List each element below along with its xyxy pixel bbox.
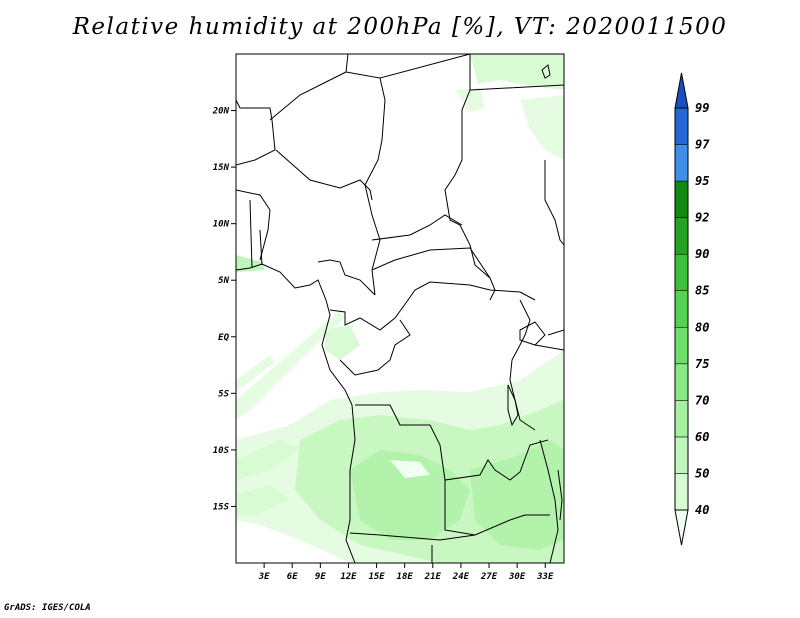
- colorbar-segment: [674, 363, 689, 401]
- colorbar-segment: [674, 144, 689, 182]
- colorbar-label: 97: [695, 138, 710, 152]
- humidity-patch-small: [456, 88, 485, 112]
- humidity-patch-atlantic-2: [236, 485, 290, 515]
- lat-tick-label: 20N: [212, 107, 230, 117]
- colorbar-segment: [674, 253, 689, 291]
- border-malawi: [539, 439, 559, 563]
- colorbar-segment: [674, 327, 689, 365]
- colorbar-segment: [674, 290, 689, 328]
- colorbar: 40 50 60 70 75 80 85 90 92 95 97 99: [674, 72, 710, 546]
- border-nw: [236, 99, 276, 166]
- lon-tick-label: 9E: [315, 572, 326, 582]
- colorbar-segment: [674, 436, 689, 474]
- colorbar-triangle-high: [674, 72, 689, 109]
- lat-axis: 20N 15N 10N 5N EQ 5S 10S 15S: [212, 107, 236, 512]
- colorbar-label: 40: [695, 503, 709, 517]
- colorbar-label: 90: [695, 247, 709, 261]
- humidity-area-angola: [350, 450, 470, 540]
- border-drc-north: [329, 281, 536, 331]
- lon-tick-label: 18E: [397, 572, 414, 582]
- lon-tick-label: 3E: [258, 572, 270, 582]
- border-niger-nigeria: [275, 149, 373, 201]
- humidity-hole-1: [390, 460, 430, 478]
- colorbar-segment: [674, 180, 689, 218]
- chart-title: Relative humidity at 200hPa [%], VT: 202…: [72, 14, 728, 40]
- humidity-patch-congo: [325, 325, 360, 360]
- coastline-west: [236, 263, 356, 563]
- lat-tick-label: 10S: [213, 446, 230, 456]
- border-namibia: [349, 532, 476, 541]
- border-chad-sudan: [444, 54, 491, 279]
- colorbar-segment: [674, 217, 689, 255]
- border-ghana: [249, 199, 253, 269]
- lon-tick-label: 12E: [340, 572, 357, 582]
- colorbar-segment: [674, 400, 689, 438]
- border-egypt: [469, 84, 564, 91]
- colorbar-label: 99: [695, 101, 709, 115]
- lat-tick-label: 15N: [213, 163, 230, 173]
- colorbar-label: 60: [695, 430, 709, 444]
- colorbar-label: 50: [695, 466, 709, 480]
- lon-tick-label: 6E: [287, 572, 298, 582]
- humidity-patch-northeast: [470, 54, 564, 90]
- coast-sinai: [541, 64, 551, 79]
- lon-tick-label: 27E: [480, 572, 498, 582]
- colorbar-label: 95: [695, 174, 709, 188]
- border-sudan-ethiopia: [544, 160, 564, 246]
- border-kenya: [534, 329, 564, 351]
- lat-tick-label: 5S: [218, 389, 229, 399]
- humidity-band-ocean-2: [236, 355, 275, 392]
- colorbar-segment: [674, 473, 689, 511]
- border-libya: [379, 54, 471, 79]
- border-zambia: [444, 480, 550, 536]
- colorbar-label: 75: [695, 357, 709, 371]
- lat-tick-label: EQ: [218, 333, 229, 343]
- colorbar-label: 92: [695, 211, 709, 225]
- colorbar-label: 80: [695, 320, 709, 334]
- colorbar-outline: [674, 107, 689, 511]
- lat-tick-label: 10N: [213, 220, 230, 230]
- border-togo: [259, 229, 263, 266]
- lon-tick-label: 15E: [368, 572, 385, 582]
- map-frame: [235, 53, 565, 564]
- lon-tick-label: 21E: [424, 572, 442, 582]
- grads-credit: GrADS: IGES/COLA: [4, 603, 91, 613]
- humidity-patch-atlantic: [236, 440, 300, 480]
- lon-tick-label: 30E: [508, 572, 526, 582]
- lat-tick-label: 5N: [218, 276, 229, 286]
- colorbar-label: 70: [695, 393, 709, 407]
- humidity-patch-east: [520, 95, 564, 160]
- lon-tick-label: 24E: [452, 572, 470, 582]
- border-benin: [236, 189, 271, 261]
- border-congo: [339, 319, 411, 376]
- lat-tick-label: 15S: [213, 502, 230, 512]
- humidity-field: [236, 54, 564, 563]
- border-cameroon: [317, 259, 376, 296]
- colorbar-label: 85: [695, 284, 709, 298]
- colorbar-segment: [674, 107, 689, 145]
- border-chad-west: [345, 71, 386, 296]
- lake-malawi: [557, 469, 563, 521]
- border-car-north: [371, 214, 463, 241]
- border-algeria-niger: [269, 54, 349, 121]
- lake-tanganyika: [507, 384, 519, 427]
- colorbar-triangle-low: [674, 509, 689, 546]
- map-borders: [236, 54, 564, 563]
- humidity-patch-west-coast: [236, 255, 265, 272]
- humidity-band-ocean: [236, 310, 345, 420]
- lon-axis: 3E 6E 9E 12E 15E 18E 21E 24E 27E 30E 33E: [258, 563, 554, 582]
- lake-victoria: [519, 321, 546, 346]
- lon-tick-label: 33E: [536, 572, 554, 582]
- border-drc-south: [355, 404, 549, 481]
